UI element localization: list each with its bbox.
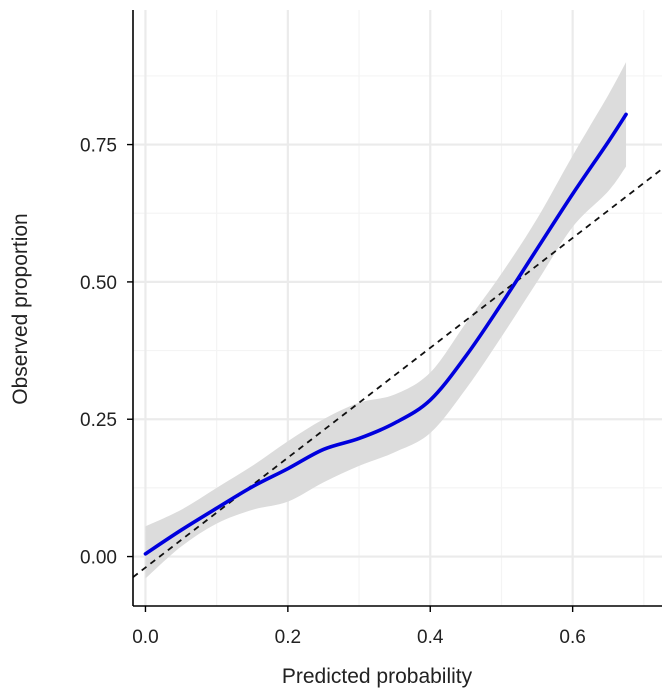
reference-line-layer [132,168,663,578]
y-tick-label: 0.75 [80,136,117,157]
x-axis-title: Predicted probability [282,665,473,688]
confidence-band [145,62,627,579]
x-tick-label: 0.0 [132,627,158,648]
x-tick-label: 0.4 [417,627,444,648]
y-tick-label: 0.25 [80,410,117,431]
y-tick-label: 0.50 [80,273,117,294]
y-axis-title: Observed proportion [9,213,32,404]
x-tick-label: 0.2 [275,627,301,648]
tick-labels: 0.0 0.2 0.4 0.6 0.00 0.25 0.50 0.75 [80,136,586,648]
confidence-band-layer [145,62,627,579]
calibration-curve-layer [143,112,628,556]
reference-diagonal-line [132,168,663,578]
axes [127,10,662,612]
x-tick-label: 0.6 [559,627,585,648]
y-tick-label: 0.00 [80,548,117,569]
calibration-curve [143,112,628,556]
